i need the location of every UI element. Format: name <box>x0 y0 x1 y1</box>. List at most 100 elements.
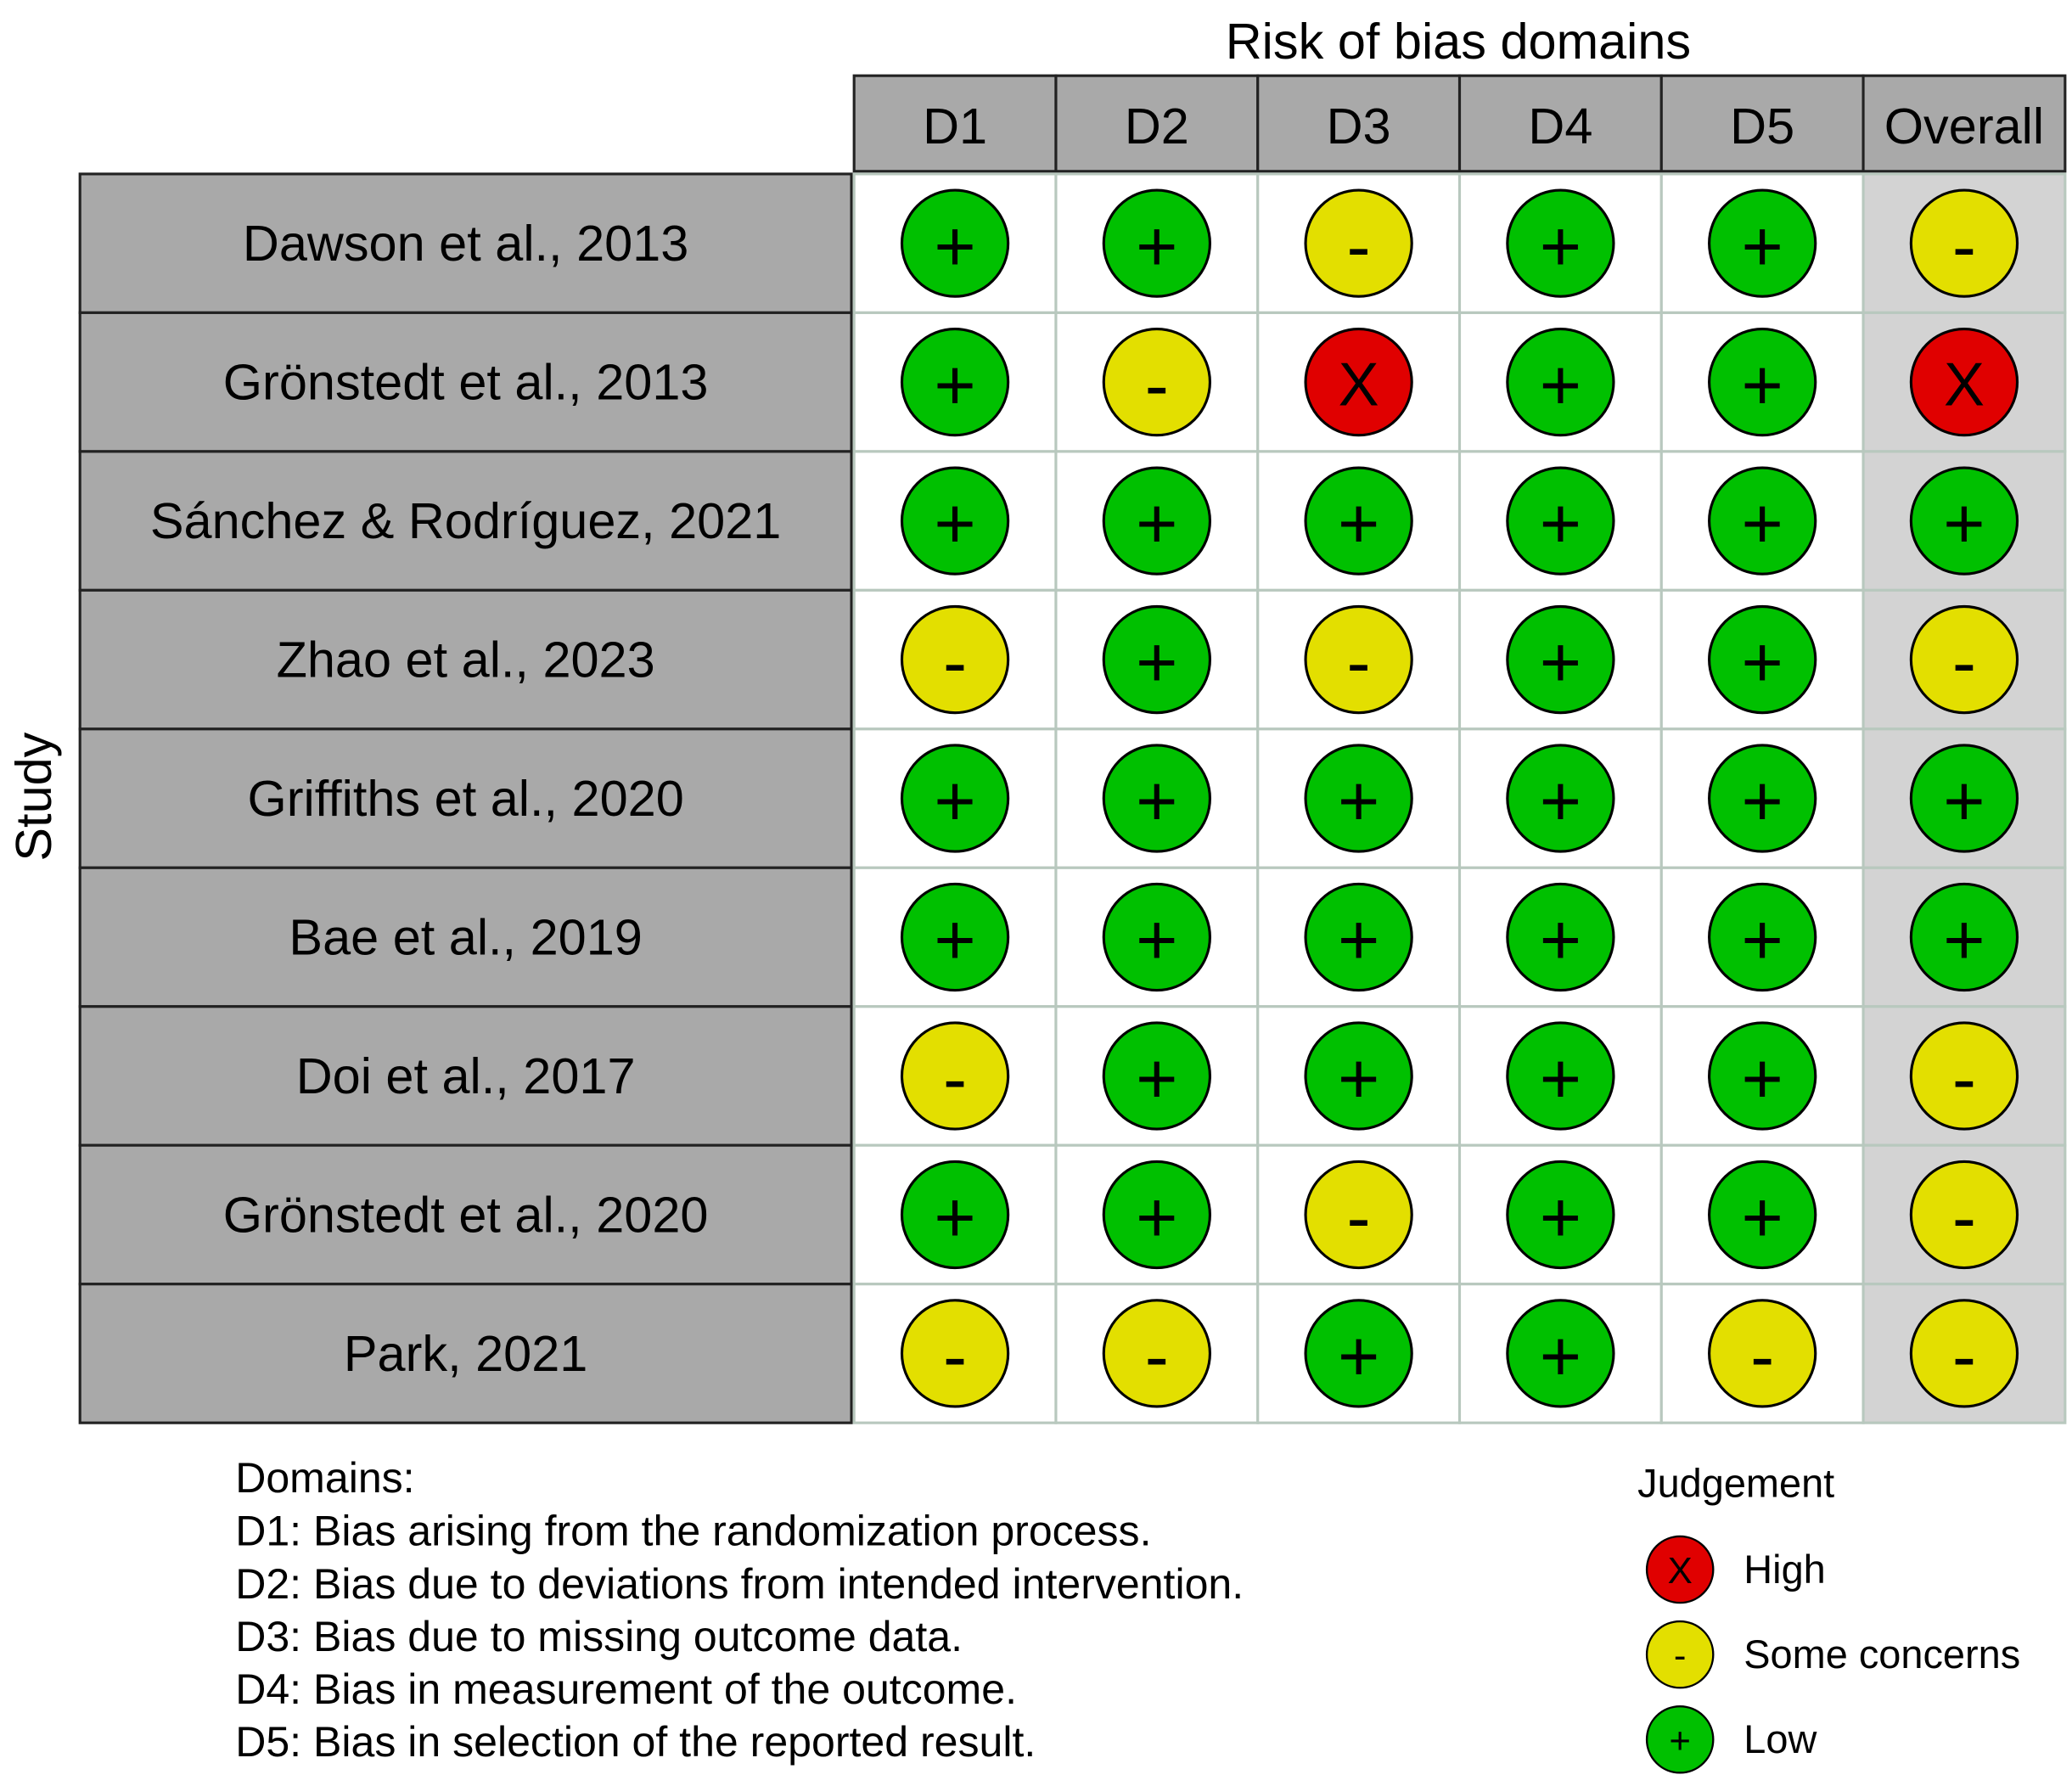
study-cell <box>78 588 853 731</box>
judgement-circle <box>1102 188 1211 298</box>
domain-description: D3: Bias due to missing outcome data. <box>235 1613 963 1660</box>
judgement-symbol: + <box>934 761 975 841</box>
study-cell <box>78 727 853 869</box>
judgement-circle <box>1102 1160 1211 1270</box>
column-header <box>1054 74 1260 173</box>
judgement-circle <box>900 604 1010 715</box>
judgement-circle <box>1506 466 1615 576</box>
judgement-symbol: + <box>1742 1177 1783 1257</box>
judgement-symbol: X <box>1944 351 1985 418</box>
judgement-symbol: - <box>943 1317 967 1396</box>
judgement-symbol: + <box>1338 484 1379 564</box>
judgement-circle <box>1909 466 2019 576</box>
judgement-circle <box>1102 604 1211 715</box>
judgement-circle <box>1102 1021 1211 1131</box>
judgement-circle <box>1506 882 1615 992</box>
judgement-symbol: - <box>1145 345 1169 424</box>
judgement-symbol: - <box>1347 622 1371 702</box>
judgement-circle <box>1708 744 1817 853</box>
judgement-symbol: + <box>1943 761 1985 841</box>
judgement-circle <box>1909 604 2019 715</box>
judgement-symbol: + <box>1540 622 1581 702</box>
judgement-circle <box>1304 1299 1413 1408</box>
judgement-symbol: + <box>1136 1039 1177 1119</box>
legend-circle <box>1645 1620 1715 1689</box>
judgement-symbol: + <box>1742 900 1783 980</box>
judgement-circle <box>1909 1160 2019 1270</box>
study-label: Grönstedt et al., 2013 <box>223 354 709 411</box>
judgement-circle <box>1102 327 1211 437</box>
legend-label: Low <box>1744 1717 1817 1761</box>
study-label: Dawson et al., 2013 <box>243 215 688 272</box>
judgement-symbol: + <box>1540 900 1581 980</box>
judgement-symbol: - <box>943 622 967 702</box>
judgement-symbol: + <box>1742 206 1783 286</box>
legend-symbol: + <box>1669 1720 1691 1761</box>
judgement-circle <box>1102 882 1211 992</box>
judgement-circle <box>1708 327 1817 437</box>
study-label: Sánchez & Rodríguez, 2021 <box>150 492 781 549</box>
judgement-circle <box>1102 744 1211 853</box>
legend-label: Some concerns <box>1744 1632 2020 1676</box>
judgement-circle <box>1506 604 1615 715</box>
judgement-symbol: + <box>1540 1317 1581 1396</box>
column-header <box>1256 74 1462 173</box>
judgement-circle <box>1304 188 1413 298</box>
judgement-symbol: + <box>934 206 975 286</box>
title: Risk of bias domains <box>1226 13 1691 70</box>
domain-description: D5: Bias in selection of the reported re… <box>235 1718 1036 1766</box>
column-header-label: D4 <box>1528 98 1592 154</box>
judgement-circle <box>1909 327 2019 437</box>
study-label: Zhao et al., 2023 <box>277 632 655 688</box>
judgement-circle <box>1506 327 1615 437</box>
column-header <box>1659 74 1865 173</box>
study-cell <box>78 866 853 1008</box>
judgement-symbol: - <box>1952 1317 1976 1396</box>
judgement-circle <box>1909 1021 2019 1131</box>
judgement-circle <box>1506 1160 1615 1270</box>
judgement-symbol: - <box>1750 1317 1774 1396</box>
legend-symbol: X <box>1668 1550 1693 1592</box>
judgement-symbol: - <box>1347 206 1371 286</box>
judgement-circle <box>1708 604 1817 715</box>
judgement-circle <box>900 327 1010 437</box>
judgement-symbol: + <box>1136 900 1177 980</box>
domain-description: D4: Bias in measurement of the outcome. <box>235 1665 1017 1713</box>
judgement-circle <box>1909 1299 2019 1408</box>
judgement-circle <box>1708 466 1817 576</box>
judgement-symbol: + <box>1136 761 1177 841</box>
column-header-label: D3 <box>1327 98 1391 154</box>
judgement-symbol: + <box>1742 761 1783 841</box>
judgement-symbol: + <box>1338 1039 1379 1119</box>
judgement-circle <box>1102 466 1211 576</box>
judgement-symbol: X <box>1339 351 1379 418</box>
judgement-symbol: + <box>1136 484 1177 564</box>
study-label: Grönstedt et al., 2020 <box>223 1186 709 1243</box>
judgement-circle <box>1506 1021 1615 1131</box>
row-axis-label: Study <box>5 732 62 861</box>
judgement-symbol: + <box>1742 484 1783 564</box>
column-header-label: D2 <box>1125 98 1189 154</box>
domains-heading: Domains: <box>235 1454 414 1502</box>
judgement-symbol: - <box>943 1039 967 1119</box>
judgement-circle <box>1506 188 1615 298</box>
judgement-symbol: + <box>1540 1039 1581 1119</box>
judgement-symbol: - <box>1952 1039 1976 1119</box>
legend-symbol: - <box>1674 1635 1687 1676</box>
judgement-symbol: + <box>934 900 975 980</box>
judgement-circle <box>900 466 1010 576</box>
study-cell <box>78 1143 853 1286</box>
judgement-symbol: + <box>1943 900 1985 980</box>
judgement-circle <box>1304 604 1413 715</box>
judgement-symbol: + <box>1943 484 1985 564</box>
judgement-symbol: + <box>1338 1317 1379 1396</box>
judgement-circle <box>1708 1299 1817 1408</box>
study-cell <box>78 1005 853 1147</box>
judgement-circle <box>1708 1160 1817 1270</box>
judgement-symbol: + <box>1540 345 1581 424</box>
judgement-symbol: - <box>1952 1177 1976 1257</box>
legend-circle <box>1645 1535 1715 1604</box>
judgement-circle <box>900 1021 1010 1131</box>
column-header-label: D1 <box>923 98 987 154</box>
